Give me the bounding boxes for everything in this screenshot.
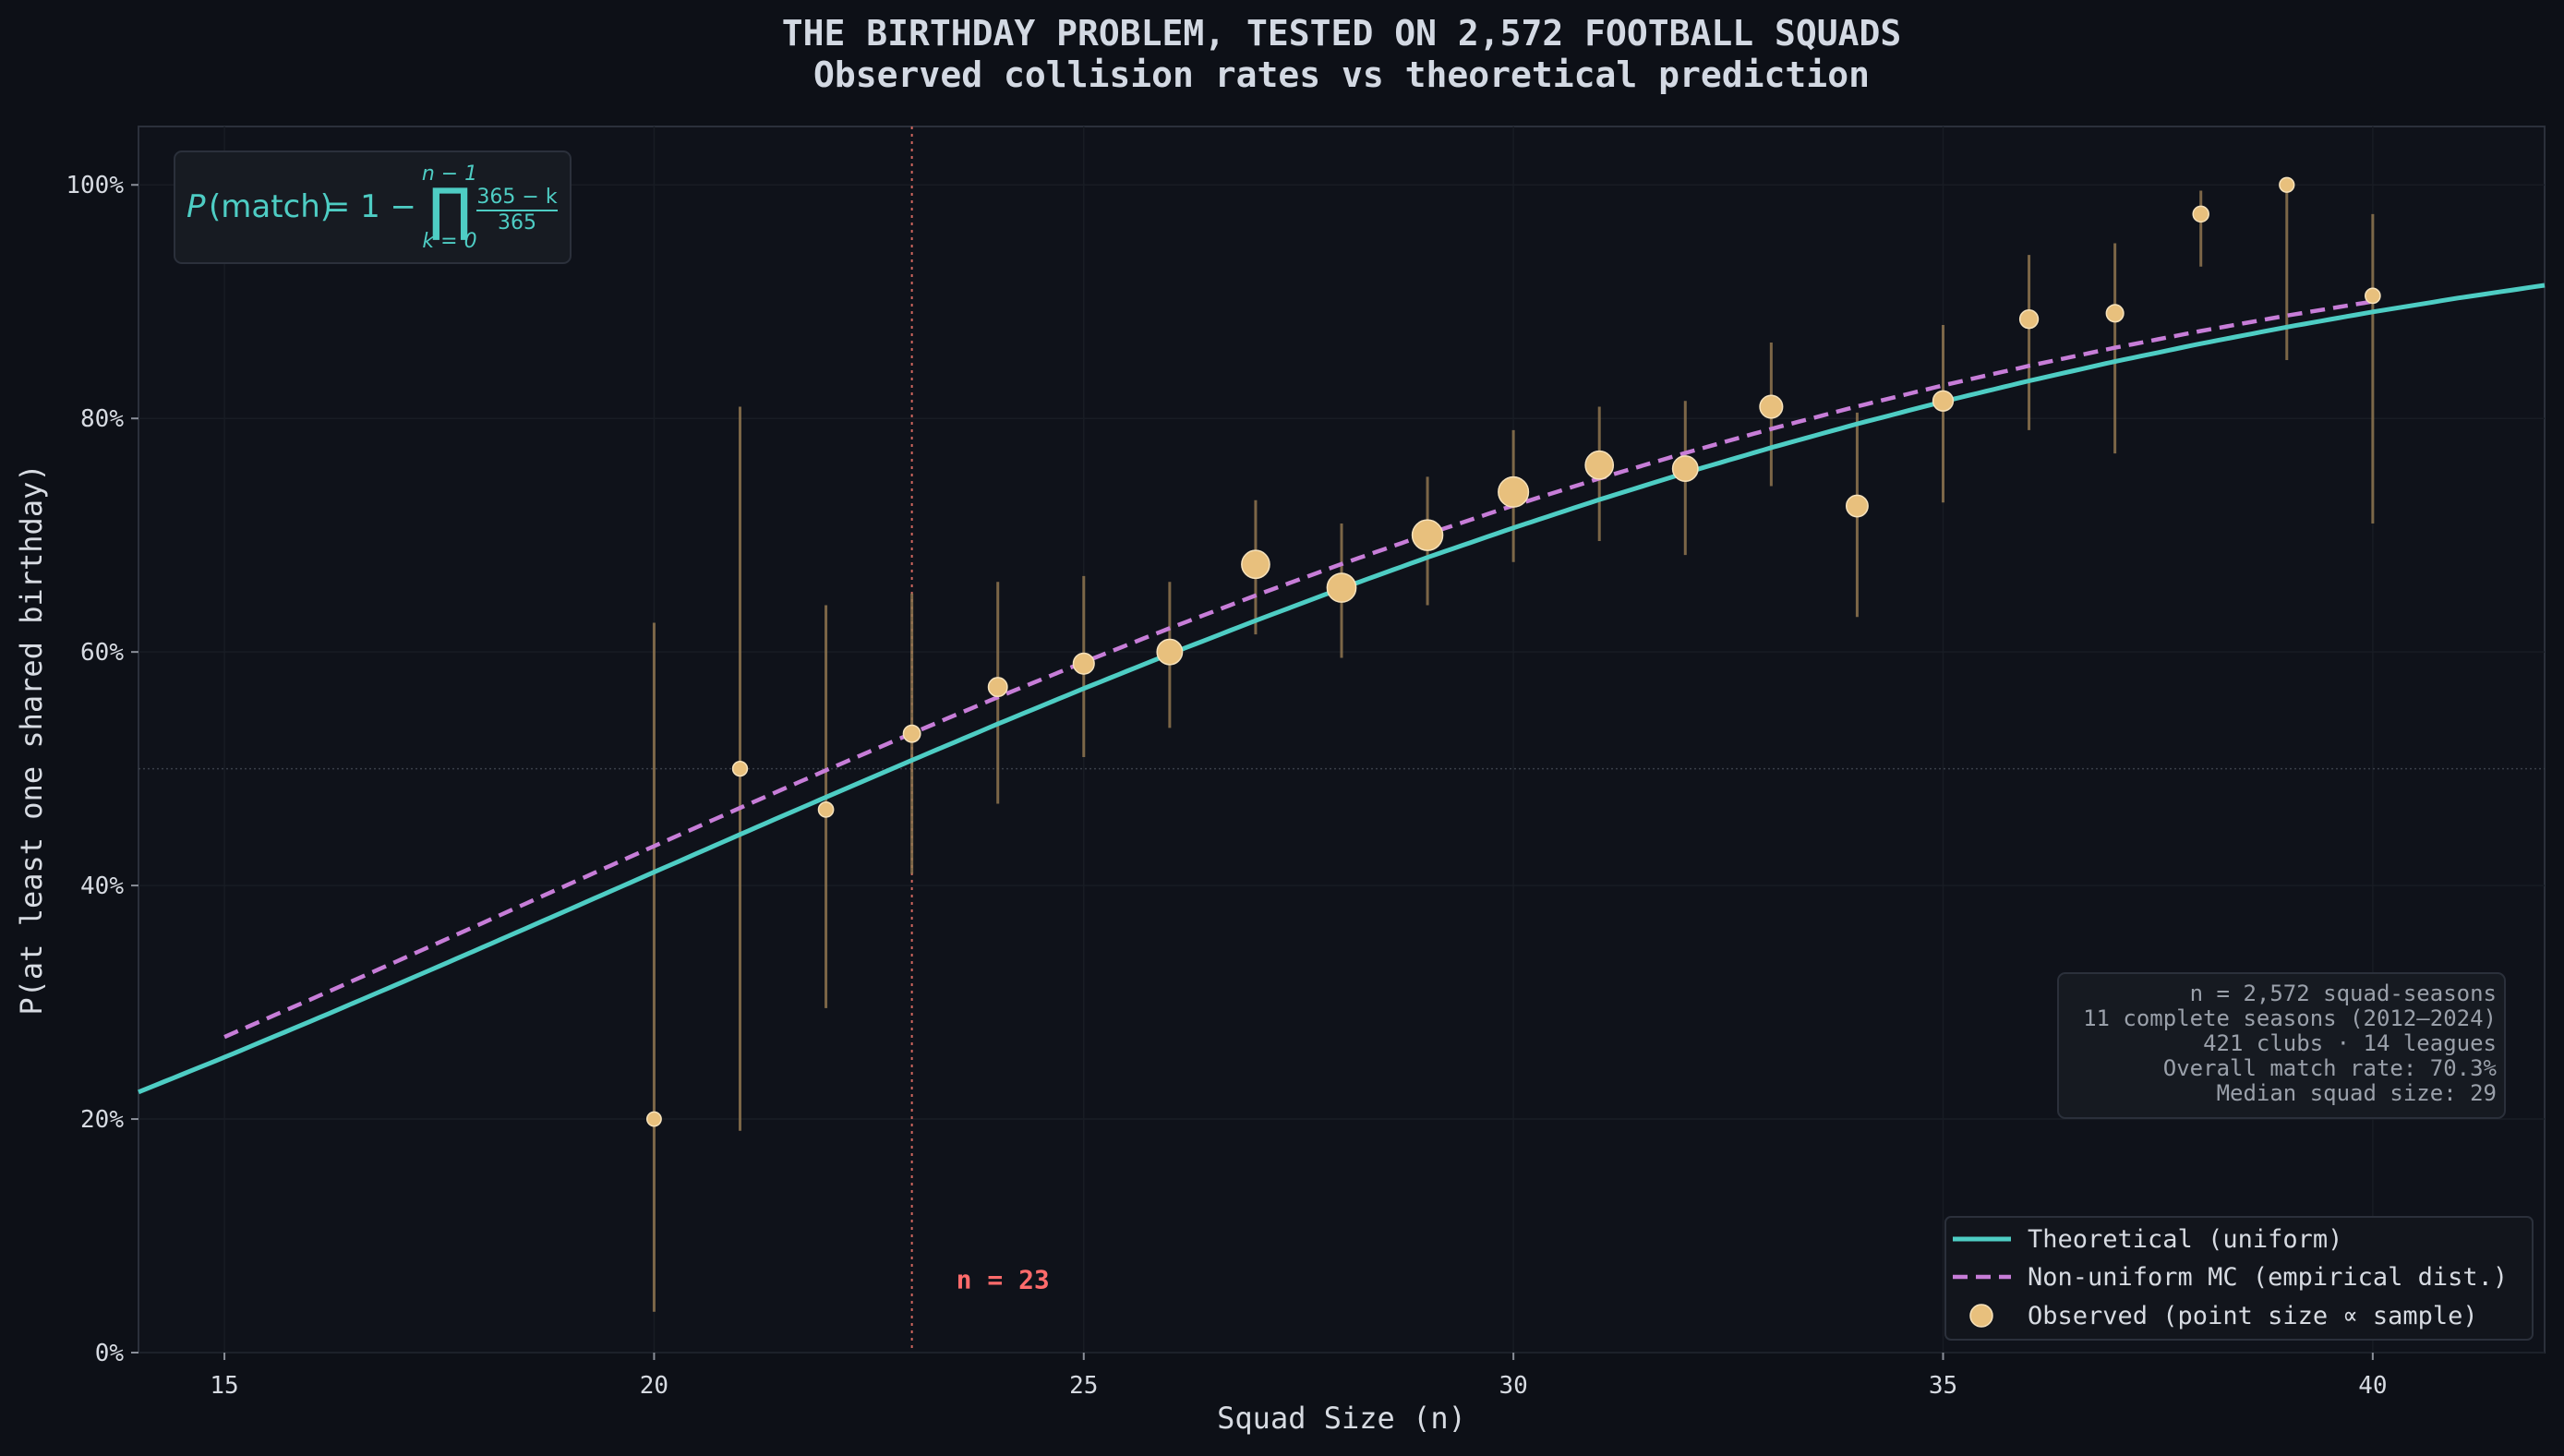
stats-line: Median squad size: 29 xyxy=(2217,1080,2497,1106)
stats-line: 421 clubs · 14 leagues xyxy=(2203,1030,2497,1056)
observed-point xyxy=(2365,287,2381,305)
y-axis-label: P(at least one shared birthday) xyxy=(14,463,49,1015)
x-tick-label: 15 xyxy=(210,1372,238,1400)
observed-point xyxy=(1932,390,1955,412)
x-axis-label: Squad Size (n) xyxy=(1217,1401,1466,1436)
stats-line: 11 complete seasons (2012–2024) xyxy=(2083,1005,2497,1031)
legend-observed-label: Observed (point size ∝ sample) xyxy=(2028,1302,2478,1330)
y-tick-label: 100% xyxy=(66,172,124,199)
x-tick-label: 40 xyxy=(2358,1372,2387,1400)
formula-lower-limit: k = 0 xyxy=(422,230,476,253)
observed-point xyxy=(1072,652,1095,675)
chart-subtitle: Observed collision rates vs theoretical … xyxy=(813,54,1870,95)
observed-point xyxy=(1671,455,1699,483)
y-axis-ticks: 0% 20% 40% 60% 80% 100% xyxy=(66,172,138,1367)
legend: Theoretical (uniform) Non-uniform MC (em… xyxy=(1944,1216,2534,1341)
plot-background xyxy=(138,126,2546,1354)
observed-point xyxy=(902,724,921,743)
stats-line: n = 2,572 squad-seasons xyxy=(2190,981,2497,1006)
y-tick-label: 0% xyxy=(95,1340,125,1367)
observed-point xyxy=(2018,309,2040,330)
x-tick-label: 30 xyxy=(1499,1372,1527,1400)
reference-label: n = 23 xyxy=(957,1264,1050,1294)
observed-point xyxy=(1156,638,1184,666)
y-tick-label: 40% xyxy=(80,872,124,900)
observed-point xyxy=(1498,475,1530,508)
stats-line: Overall match rate: 70.3% xyxy=(2163,1055,2498,1081)
observed-point xyxy=(1411,519,1444,551)
observed-point xyxy=(1845,494,1869,518)
observed-point xyxy=(817,801,835,818)
observed-point xyxy=(1584,450,1615,480)
formula-lhs-var: P xyxy=(187,188,206,225)
x-tick-label: 35 xyxy=(1929,1372,1957,1400)
observed-points xyxy=(645,176,2381,1127)
legend-mc-label: Non-uniform MC (empirical dist.) xyxy=(2028,1263,2508,1292)
observed-point xyxy=(645,1111,662,1127)
stats-box: n = 2,572 squad-seasons 11 complete seas… xyxy=(2057,972,2506,1119)
legend-observed-swatch xyxy=(1969,1304,1993,1328)
formula-upper-limit: n − 1 xyxy=(422,162,477,186)
formula-denominator: 365 xyxy=(498,211,536,235)
y-tick-label: 80% xyxy=(80,405,124,433)
x-tick-label: 20 xyxy=(640,1372,668,1400)
observed-point xyxy=(987,677,1008,698)
non-uniform-mc-curve xyxy=(223,299,2374,1040)
observed-point xyxy=(2192,205,2209,223)
formula-equals: = 1 − xyxy=(314,188,427,225)
observed-point xyxy=(1326,572,1357,603)
legend-theory-label: Theoretical (uniform) xyxy=(2028,1225,2342,1254)
x-tick-label: 25 xyxy=(1069,1372,1098,1400)
y-tick-label: 20% xyxy=(80,1106,124,1134)
chart-title: THE BIRTHDAY PROBLEM, TESTED ON 2,572 FO… xyxy=(782,13,1902,54)
observed-point xyxy=(731,760,749,777)
observed-point xyxy=(1759,394,1784,419)
product-symbol: ∏ xyxy=(428,175,472,243)
observed-point xyxy=(2279,176,2295,193)
observed-point xyxy=(2105,304,2125,323)
x-axis-ticks: 15 20 25 30 35 40 xyxy=(210,1353,2388,1400)
formula-lhs-arg: (match) xyxy=(209,188,332,225)
formula-numerator: 365 − k xyxy=(476,186,557,209)
formula-box: P (match) = 1 − ∏ n − 1 k = 0 365 − k 36… xyxy=(174,150,572,264)
observed-point xyxy=(1241,549,1270,580)
y-tick-label: 60% xyxy=(80,639,124,667)
